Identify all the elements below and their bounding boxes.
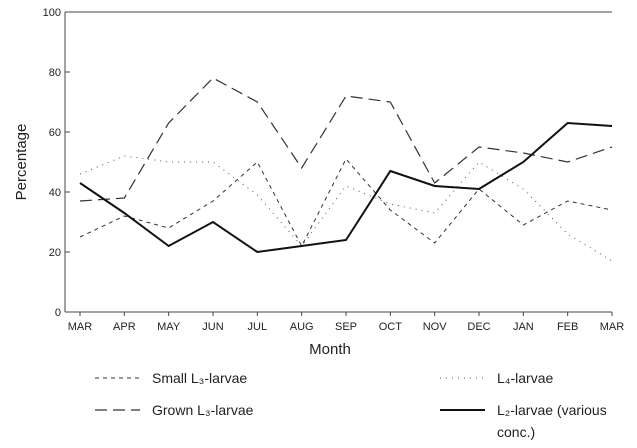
x-tick-label: JAN (513, 321, 534, 333)
x-tick-label: NOV (423, 321, 448, 333)
y-tick-label: 100 (43, 7, 61, 19)
series-line (79, 155, 613, 262)
series-line (79, 77, 613, 202)
x-tick-label: FEB (557, 321, 578, 333)
legend-label: L₄-larvae (497, 370, 554, 386)
legend-label: Small L₃-larvae (152, 370, 248, 386)
series-line (79, 158, 613, 248)
series-line (79, 121, 613, 254)
y-axis-label: Percentage (13, 124, 30, 201)
x-tick-label: DEC (467, 321, 490, 333)
y-tick-label: 60 (49, 127, 61, 139)
y-tick-label: 0 (55, 307, 61, 319)
x-tick-label: AUG (290, 321, 314, 333)
x-tick-label: JUN (202, 321, 223, 333)
x-tick-label: MAR (600, 321, 625, 333)
x-tick-label: OCT (379, 321, 403, 333)
x-tick-label: JUL (248, 321, 268, 333)
y-tick-label: 20 (49, 247, 61, 259)
x-tick-label: MAR (68, 321, 93, 333)
legend-label: Grown L₃-larvae (152, 402, 254, 418)
x-axis-label: Month (309, 341, 351, 358)
legend-label: L₂-larvae (various conc.) (497, 402, 607, 440)
y-tick-label: 40 (49, 187, 61, 199)
y-tick-label: 80 (49, 67, 61, 79)
x-tick-label: MAY (157, 321, 181, 333)
x-tick-label: SEP (335, 321, 357, 333)
x-tick-label: APR (113, 321, 136, 333)
